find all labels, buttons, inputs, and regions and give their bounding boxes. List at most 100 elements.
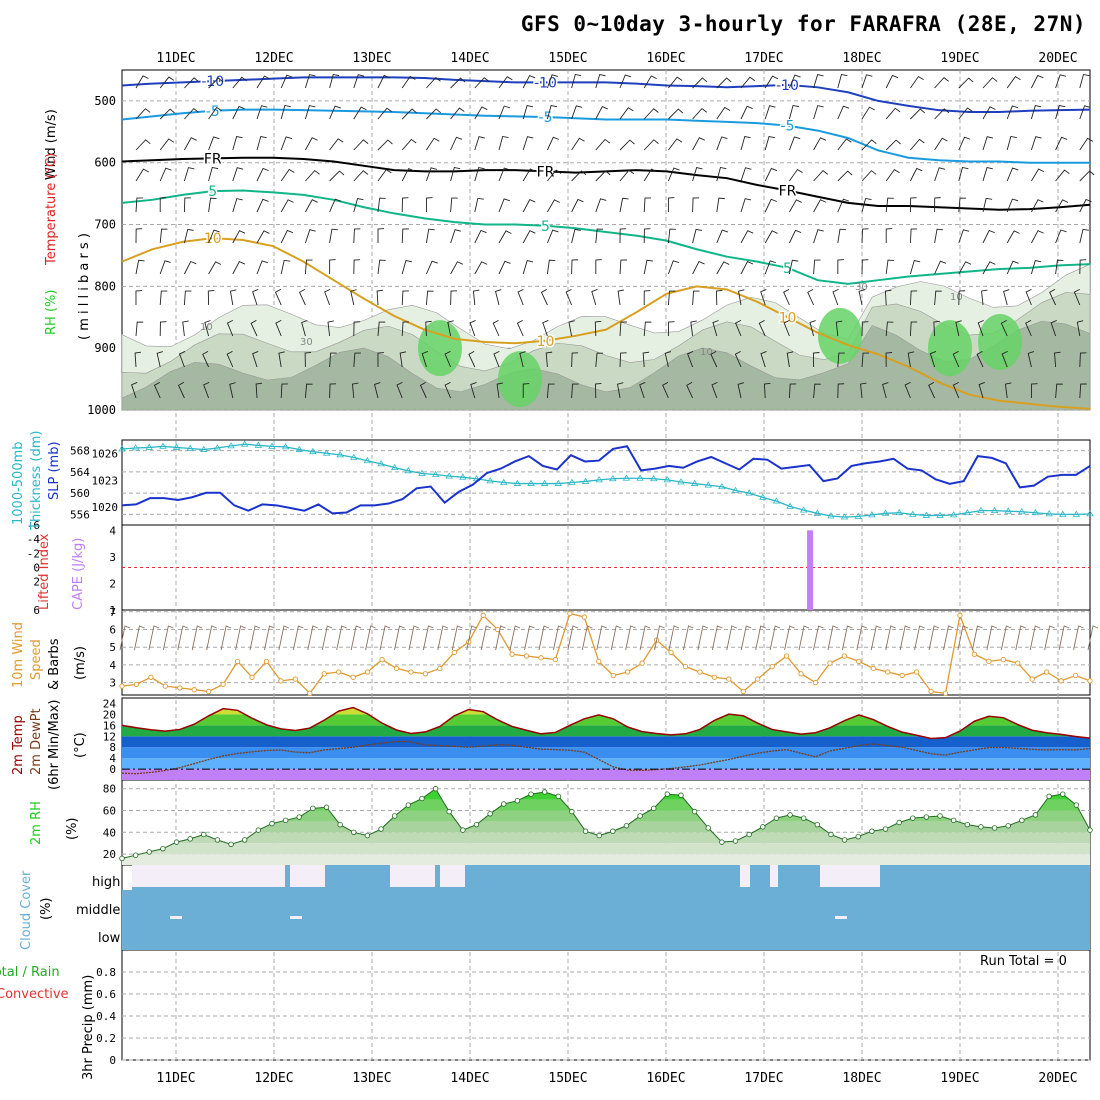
thickness-point: [636, 474, 644, 481]
wind-barb: [1073, 625, 1084, 651]
upper-wind-barb: [571, 383, 579, 399]
upper-wind-barb: [861, 228, 869, 244]
upper-wind-barb: [712, 320, 719, 337]
wind-speed-point: [379, 656, 385, 663]
wind-barb: [986, 625, 998, 651]
rh-label: 2m RH: [29, 801, 44, 845]
upper-wind-barb: [329, 138, 344, 151]
thickness-point: [486, 477, 494, 484]
upper-wind-barb: [376, 289, 384, 306]
thickness-point: [677, 478, 685, 485]
upper-wind-barb: [617, 382, 624, 399]
precip-label-2: Convective: [0, 987, 69, 1002]
wind-barb: [350, 625, 362, 651]
upper-wind-barb: [982, 197, 993, 213]
upper-wind-barb: [788, 74, 801, 89]
upper-wind-barb: [522, 260, 534, 275]
upper-wind-barb: [763, 382, 771, 399]
upper-wind-barb: [329, 73, 340, 89]
upper-wind-barb: [304, 259, 313, 275]
upper-wind-barb: [807, 288, 815, 306]
upper-wind-barb: [667, 260, 680, 275]
upper-wind-barb: [861, 139, 877, 151]
wind-barb: [870, 625, 882, 651]
rh-point: [555, 793, 561, 800]
temp-unit-label: (°C): [73, 732, 88, 758]
upper-wind-barb: [958, 136, 971, 151]
upper-wind-barb: [468, 351, 476, 368]
upper-wind-barb: [934, 108, 950, 120]
upper-wind-barb: [305, 199, 318, 213]
upper-wind-barb: [885, 107, 901, 120]
thickness-point: [868, 511, 876, 518]
upper-wind-barb: [353, 74, 365, 89]
upper-wind-barb: [667, 290, 676, 306]
rh-point: [419, 795, 425, 802]
upper-wind-barb: [978, 382, 985, 399]
wind-speed-point: [206, 688, 212, 695]
upper-wind-barb: [329, 383, 337, 399]
lifted-tick: 2: [33, 576, 40, 589]
upper-wind-barb: [692, 167, 703, 182]
upper-wind-barb: [933, 320, 940, 337]
wind-barb: [552, 625, 564, 651]
isotherm-label: FR: [537, 164, 555, 180]
thickness-point: [295, 445, 303, 452]
upper-wind-barb: [226, 350, 234, 368]
upper-wind-barb: [934, 228, 944, 244]
upper-wind-barb: [450, 166, 461, 182]
wind-speed-point: [971, 651, 978, 657]
wind-speed-point: [364, 669, 371, 675]
upper-wind-barb: [184, 108, 199, 120]
upper-wind-barb: [426, 76, 441, 89]
wind-barb: [769, 625, 781, 651]
upper-wind-barb: [788, 136, 801, 151]
upper-wind-barb: [135, 75, 149, 89]
cloud-high-gap: [770, 865, 778, 887]
thickness-point: [990, 506, 999, 514]
wind-barb: [235, 625, 246, 651]
thickness-point: [1086, 510, 1094, 517]
upper-wind-barb: [687, 350, 694, 368]
wind-speed-point: [682, 664, 689, 670]
upper-wind-barb: [740, 135, 751, 151]
wind-speed-point: [1044, 669, 1050, 675]
wind-speed-point: [133, 681, 140, 688]
thickness-point: [881, 509, 890, 516]
date-label-top: 19DEC: [940, 51, 979, 66]
rh-point: [282, 817, 289, 824]
upper-wind-barb: [667, 228, 676, 244]
thickness-point: [131, 444, 140, 451]
rh-bands: [122, 788, 1090, 865]
upper-wind-barb: [982, 167, 993, 182]
wind-speed-point: [422, 671, 429, 677]
wind-barb: [755, 625, 766, 651]
wind-speed-point: [1058, 678, 1064, 684]
wind-barb: [292, 625, 304, 651]
wind-speed-point: [625, 669, 631, 675]
wind-barb: [408, 625, 420, 651]
wind-speed-point: [986, 658, 992, 665]
upper-wind-barb: [401, 167, 415, 182]
upper-wind-barb: [401, 259, 412, 275]
wind-speed-point: [480, 612, 486, 618]
upper-wind-barb: [565, 288, 573, 306]
upper-wind-barb: [135, 108, 151, 120]
isotherm-label: 10: [537, 334, 555, 350]
upper-wind-barb: [764, 75, 779, 89]
upper-wind-barb: [1054, 351, 1061, 368]
rh-point: [787, 812, 793, 818]
thickness-point: [718, 482, 726, 490]
upper-wind-barb: [183, 167, 195, 182]
rh-point: [351, 829, 357, 836]
upper-wind-barb: [740, 230, 754, 244]
upper-wind-barb: [256, 135, 267, 151]
upper-wind-barb: [639, 382, 646, 399]
cloud-high-gap: [215, 865, 223, 887]
wind-tick: 6: [109, 623, 116, 636]
upper-wind-barb: [734, 350, 742, 368]
rh-point: [460, 827, 466, 833]
thickness-point: [1031, 509, 1040, 516]
wind-barb: [1044, 625, 1055, 651]
